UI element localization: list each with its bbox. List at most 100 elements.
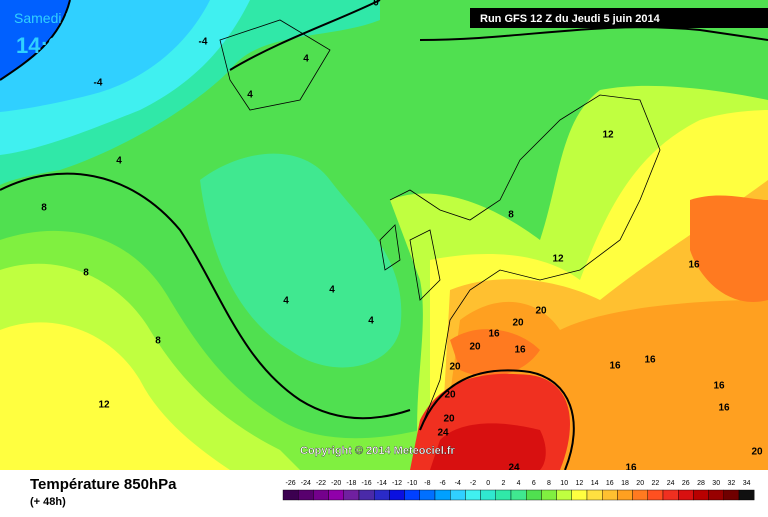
scale-cell: [480, 489, 497, 501]
contour-label: -4: [94, 78, 103, 89]
scale-label: -8: [424, 480, 430, 487]
scale-cell: [556, 489, 572, 501]
scale-cell: [708, 489, 724, 501]
scale-cell: [526, 489, 542, 501]
scale-cell: [602, 489, 618, 501]
scale-label: 22: [652, 480, 660, 487]
map-date: Samedi 7 juin 2014: [14, 10, 134, 26]
lead-time: (+ 48h): [30, 496, 66, 508]
scale-label: 8: [547, 480, 551, 487]
contour-label: 4: [368, 316, 374, 327]
contour-label: 20: [469, 342, 481, 353]
zone-m8: [0, 0, 70, 80]
contour-label: 8: [508, 210, 514, 221]
contour-label: 16: [609, 361, 621, 372]
contour-label: 16: [718, 403, 730, 414]
contour-labels: 0 -4 -4 4 4 4 8 8 8 12 4 4 4 8 12 12 16 20 20 16 20 16 20 16 16 1…: [41, 0, 763, 474]
contour-label: 24: [508, 463, 520, 474]
isotherm: [0, 0, 768, 81]
scale-label: 12: [576, 480, 584, 487]
scale-cell: [358, 489, 375, 501]
contour-label: 16: [488, 329, 500, 340]
scale-cell: [723, 489, 740, 501]
scale-label: 16: [606, 480, 614, 487]
scale-label: 24: [667, 480, 675, 487]
scale-cell: [647, 489, 664, 501]
scale-label: 26: [682, 480, 690, 487]
scale-label: -6: [439, 480, 445, 487]
contour-label: 16: [713, 381, 725, 392]
scale-cell: [632, 489, 648, 501]
contour-label: 8: [41, 203, 47, 214]
scale-label: 10: [560, 480, 568, 487]
scale-cell: [313, 489, 329, 501]
scale-cell: [693, 489, 709, 501]
scale-label: 14: [591, 480, 599, 487]
scale-label: -2: [470, 480, 476, 487]
scale-label: -24: [301, 480, 311, 487]
contour-label: 12: [602, 130, 614, 141]
scale-label: 4: [517, 480, 521, 487]
scale-cell: [571, 489, 588, 501]
run-box: [470, 8, 768, 28]
contour-label: 16: [644, 355, 656, 366]
scale-label: 32: [728, 480, 736, 487]
scale-cell: [389, 489, 405, 501]
scale-cell: [434, 489, 451, 501]
scale-label: 18: [621, 480, 629, 487]
map-time: 14:00 locale: [16, 33, 141, 58]
coastline: [379, 94, 661, 431]
scale-cell: [328, 489, 345, 501]
scale-label: -16: [362, 480, 372, 487]
scale-label: -4: [455, 480, 461, 487]
contour-label: 16: [625, 463, 637, 474]
scale-label: 28: [697, 480, 705, 487]
scale-label: 2: [501, 480, 505, 487]
scale-label: -26: [286, 480, 296, 487]
contour-label: 4: [283, 296, 289, 307]
scale-cell: [678, 489, 694, 501]
scale-cell: [404, 489, 421, 501]
contour-label: 12: [98, 400, 110, 411]
map: [0, 0, 768, 471]
scale-label: -22: [316, 480, 326, 487]
scale-cell: [495, 489, 512, 501]
scale-cell: [298, 489, 314, 501]
scale-cell: [738, 489, 755, 501]
contour-label: 4: [247, 90, 253, 101]
isotherm: [419, 369, 575, 471]
scale-label: -12: [392, 480, 402, 487]
contour-label: 20: [751, 447, 763, 458]
zone-26: [430, 423, 546, 470]
zone-12: [0, 322, 230, 470]
zone-4: [200, 153, 402, 368]
scale-label: 34: [743, 480, 751, 487]
zone-20: [450, 195, 768, 376]
isotherm: [0, 172, 411, 420]
contour-label: 16: [688, 260, 700, 271]
contour-label: 24: [437, 428, 449, 439]
scale-cell: [282, 489, 299, 501]
run-info: Run GFS 12 Z du Jeudi 5 juin 2014: [480, 13, 661, 25]
contour-label: 20: [443, 414, 455, 425]
contour-label: 16: [514, 345, 526, 356]
scale-cell: [374, 489, 390, 501]
scale-label: 6: [532, 480, 536, 487]
contour-label: 12: [552, 254, 564, 265]
scale-cell: [450, 489, 466, 501]
scale-label: -14: [377, 480, 387, 487]
scale-cell: [586, 489, 603, 501]
scale-label: -18: [346, 480, 356, 487]
scale-label: -10: [407, 480, 417, 487]
contour-label: 8: [83, 268, 89, 279]
contour-label: 20: [512, 318, 524, 329]
field-title: Température 850hPa: [30, 476, 177, 493]
scale-label: -20: [331, 480, 341, 487]
contour-label: 0: [373, 0, 379, 9]
copyright: Copyright © 2014 Meteociel.fr: [300, 445, 456, 457]
contour-label: 4: [116, 156, 122, 167]
scale-label: 30: [712, 480, 720, 487]
scale-cell: [343, 489, 360, 501]
scale-cell: [419, 489, 436, 501]
